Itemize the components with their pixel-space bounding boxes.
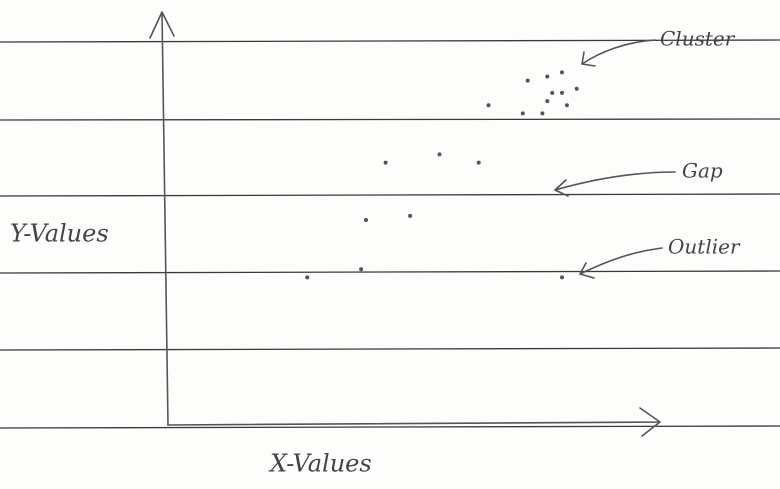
y-axis-label: Y-Values [10, 220, 109, 248]
point [487, 103, 491, 107]
point [545, 75, 549, 79]
annotation: Outlier [668, 235, 741, 259]
x-axis-label: X-Values [268, 450, 372, 478]
point [575, 87, 579, 91]
point [477, 161, 481, 165]
point [565, 103, 569, 107]
paper [0, 0, 780, 489]
point [305, 275, 309, 279]
point [364, 218, 368, 222]
point [438, 152, 442, 156]
point [560, 91, 564, 95]
annotation: Cluster [660, 27, 736, 51]
point [550, 91, 554, 95]
point [359, 267, 363, 271]
point [560, 275, 564, 279]
point [526, 79, 530, 83]
point [521, 111, 525, 115]
annotation: Gap [682, 159, 723, 183]
point [545, 99, 549, 103]
point [384, 161, 388, 165]
point [560, 70, 564, 74]
point [408, 214, 412, 218]
point [540, 111, 544, 115]
chart: Y-Values X-Values Cluster Gap Outlier [0, 0, 780, 489]
